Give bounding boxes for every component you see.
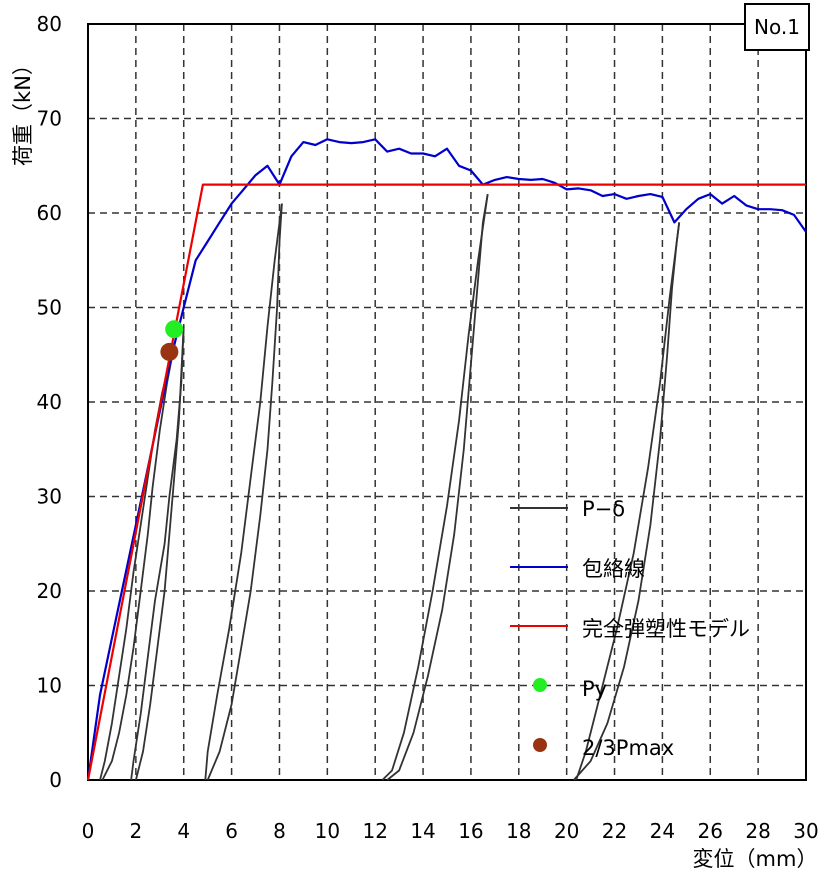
y-axis-title: 荷重（kN） — [11, 54, 35, 166]
legend-label-pd: P−δ — [582, 497, 625, 521]
y-tick-label: 10 — [37, 674, 62, 698]
legend-marker-py — [533, 678, 547, 692]
marker-pmax — [160, 342, 179, 361]
legend-marker-pmax — [533, 738, 547, 752]
grid — [88, 24, 806, 780]
x-tick-label: 8 — [273, 819, 286, 843]
x-tick-label: 26 — [698, 819, 723, 843]
x-tick-label: 22 — [602, 819, 627, 843]
y-tick-label: 40 — [37, 390, 62, 414]
series-pd-line — [575, 222, 681, 781]
x-tick-label: 14 — [410, 819, 435, 843]
series-envelope-line — [86, 138, 807, 781]
series-pd-line — [101, 345, 176, 781]
series-pd-line — [381, 193, 489, 781]
chart-badge: No.1 — [744, 3, 810, 51]
y-tick-label: 30 — [37, 485, 62, 509]
y-tick-label: 50 — [37, 296, 62, 320]
series-pd-line — [135, 326, 185, 781]
legend-label-model: 完全弾塑性モデル — [582, 617, 750, 641]
series-layer — [86, 138, 807, 781]
x-axis-title: 変位（mm） — [693, 847, 818, 871]
x-tick-label: 2 — [129, 819, 142, 843]
marker-py — [165, 320, 184, 339]
y-tick-label: 0 — [49, 768, 62, 792]
x-tick-label: 20 — [554, 819, 579, 843]
legend-label-envelope: 包絡線 — [582, 557, 645, 581]
y-tick-label: 80 — [37, 12, 62, 36]
legend-label-py: Py — [582, 677, 607, 701]
tick-labels: 0 2 4 6 8 10 12 14 16 18 20 22 24 26 28 300102030405060… — [37, 12, 819, 843]
x-tick-label: 10 — [315, 819, 340, 843]
x-tick-label: 16 — [458, 819, 483, 843]
x-tick-label: 4 — [177, 819, 190, 843]
series-pd-line — [130, 326, 185, 781]
series-pd-line — [204, 203, 283, 781]
plot-frame — [87, 23, 807, 781]
legend-label-pmax: 2/3Pmax — [582, 736, 674, 760]
series-pd-line — [386, 193, 489, 781]
x-tick-label: 0 — [82, 819, 95, 843]
y-tick-label: 20 — [37, 579, 62, 603]
x-tick-label: 12 — [362, 819, 387, 843]
series-pd-line — [206, 203, 283, 781]
x-tick-label: 30 — [793, 819, 818, 843]
series-model-line — [86, 183, 806, 781]
y-tick-label: 70 — [37, 107, 62, 131]
x-tick-label: 24 — [650, 819, 675, 843]
x-tick-label: 28 — [745, 819, 770, 843]
legend: P−δ 包絡線 完全弾塑性モデル Py 2/3Pmax — [510, 497, 750, 760]
x-tick-label: 18 — [506, 819, 531, 843]
y-tick-label: 60 — [37, 201, 62, 225]
chart-badge-text: No.1 — [754, 15, 800, 39]
x-tick-label: 6 — [225, 819, 238, 843]
